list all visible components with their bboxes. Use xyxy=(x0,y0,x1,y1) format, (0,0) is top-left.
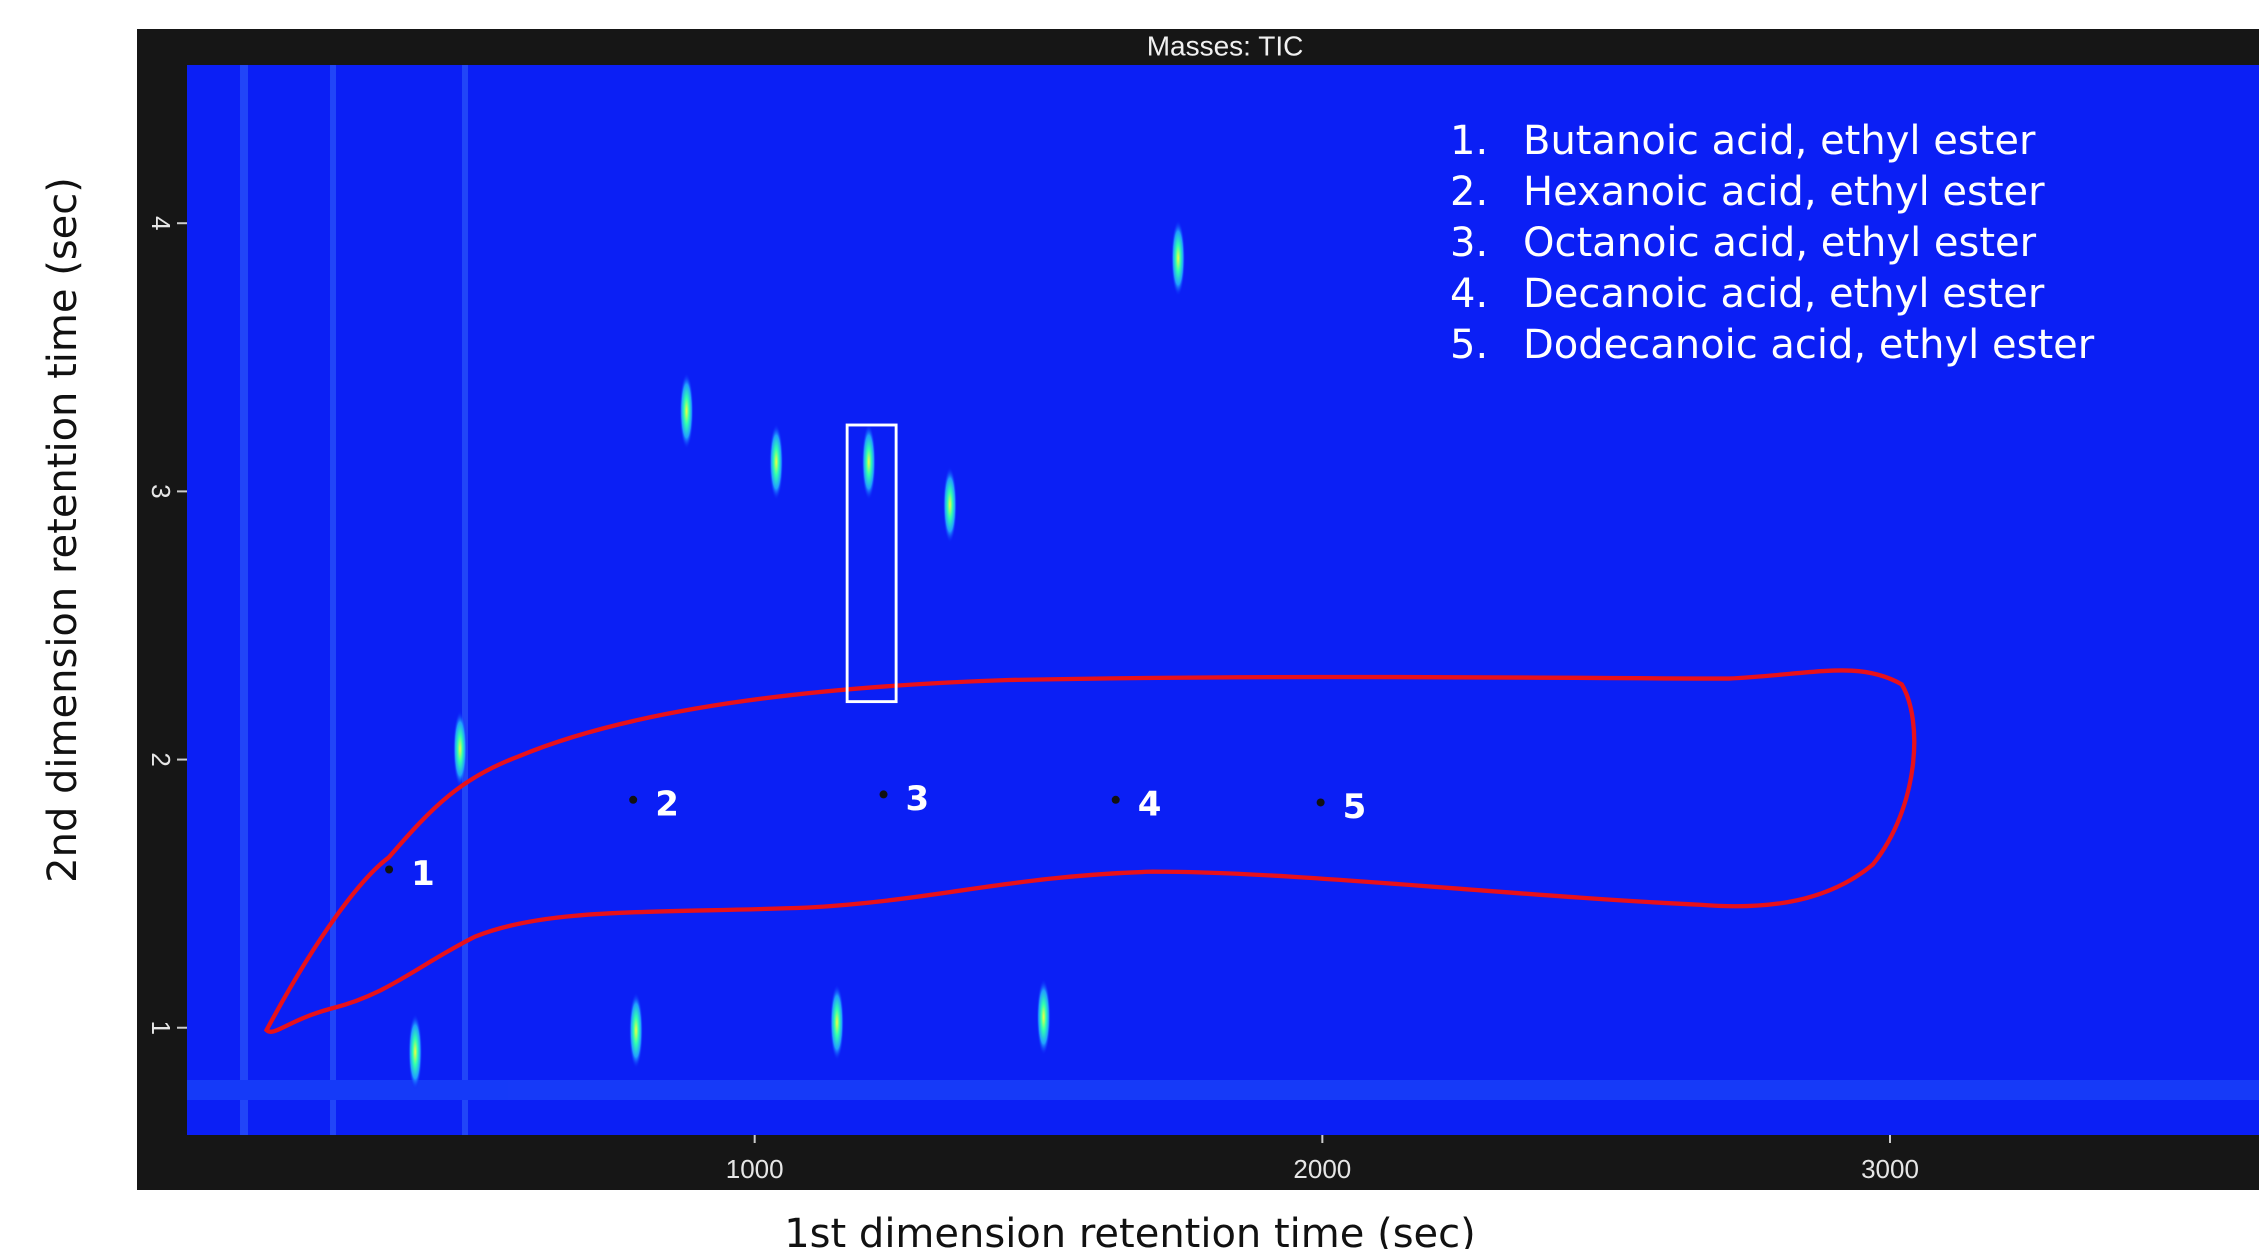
peak xyxy=(679,372,694,449)
peak xyxy=(629,992,644,1069)
region-outline xyxy=(263,668,1917,1034)
compound-marker xyxy=(385,865,394,874)
peak xyxy=(1171,220,1186,297)
peak xyxy=(861,423,876,500)
y-axis-label: 2nd dimension retention time (sec) xyxy=(40,177,86,883)
x-tick-label: 1000 xyxy=(726,1154,784,1184)
legend-label: Dodecanoic acid, ethyl ester xyxy=(1523,322,2095,368)
compound-label: 4 xyxy=(1138,784,1162,824)
legend-number: 4. xyxy=(1450,271,1488,317)
compound-label: 3 xyxy=(906,779,930,819)
peak xyxy=(1036,979,1051,1056)
highlight-box xyxy=(845,423,898,704)
legend-number: 5. xyxy=(1450,322,1488,368)
legend-number: 2. xyxy=(1450,169,1488,215)
compound-label: 2 xyxy=(655,784,679,824)
y-tick-label: 2 xyxy=(146,752,176,766)
x-tick-label: 3000 xyxy=(1861,1154,1919,1184)
legend-number: 3. xyxy=(1450,220,1488,266)
x-axis-label: 1st dimension retention time (sec) xyxy=(784,1211,1476,1249)
streaks xyxy=(187,65,2259,1135)
compound-marker xyxy=(1111,795,1120,804)
peak xyxy=(408,1013,423,1090)
legend-label: Butanoic acid, ethyl ester xyxy=(1523,118,2036,164)
compound-marker xyxy=(629,795,638,804)
legend-label: Hexanoic acid, ethyl ester xyxy=(1523,169,2045,215)
peak xyxy=(829,984,844,1061)
legend-label: Octanoic acid, ethyl ester xyxy=(1523,220,2037,266)
compound-label: 5 xyxy=(1343,787,1367,827)
peak xyxy=(769,423,784,500)
plot-area xyxy=(187,65,2259,1135)
peak xyxy=(453,710,468,787)
annotation-shapes xyxy=(263,423,1917,1034)
compound-marker xyxy=(1316,798,1325,807)
chart-title: Masses: TIC xyxy=(1147,30,1304,61)
y-tick-label: 3 xyxy=(146,484,176,498)
compound-label: 1 xyxy=(411,854,435,894)
y-tick-label: 1 xyxy=(146,1020,176,1034)
y-tick-label: 4 xyxy=(146,216,176,230)
x-tick-label: 2000 xyxy=(1293,1154,1351,1184)
peak xyxy=(942,466,957,543)
legend-number: 1. xyxy=(1450,118,1488,164)
legend-label: Decanoic acid, ethyl ester xyxy=(1523,271,2045,317)
compound-marker xyxy=(879,790,888,799)
